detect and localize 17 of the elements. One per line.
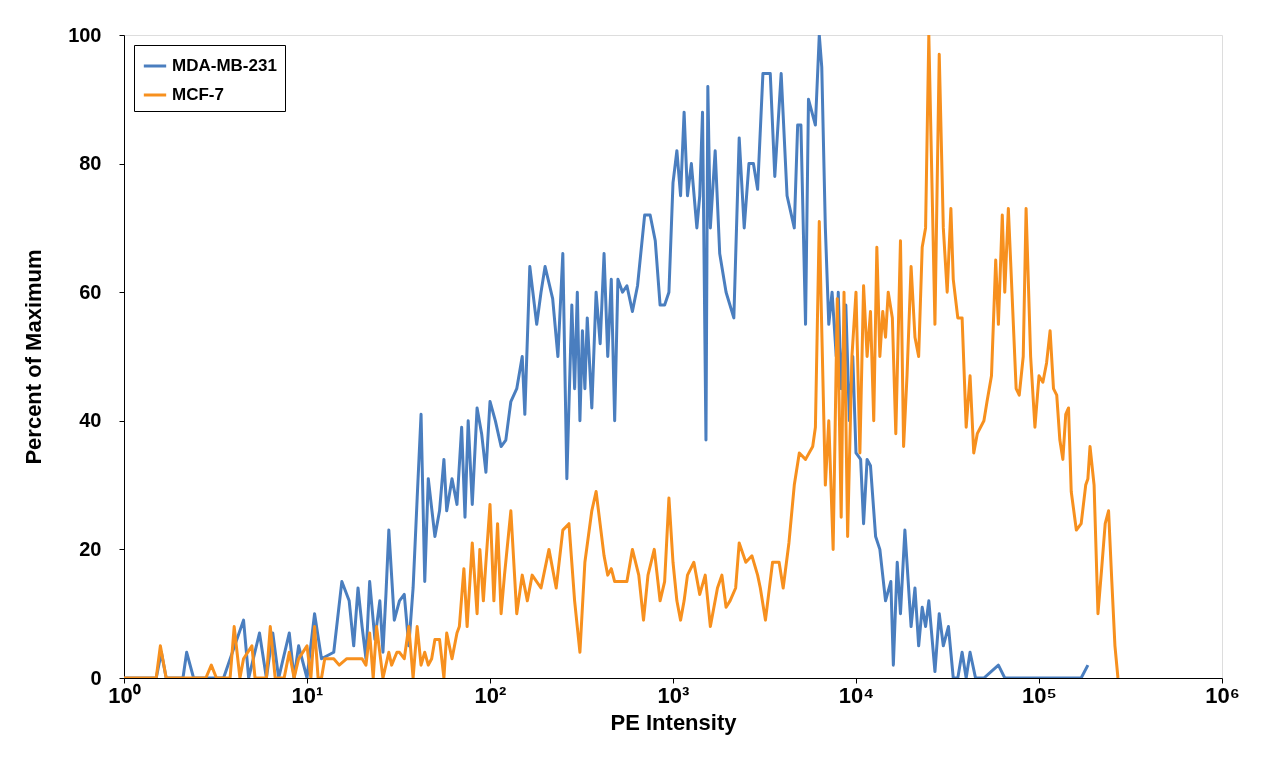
legend-label: MCF-7 [172, 85, 224, 104]
x-tick-label: 10² [474, 682, 507, 708]
y-tick-label: 20 [79, 537, 102, 560]
x-tick-label: 10⁶ [1205, 682, 1240, 708]
x-tick-label: 10¹ [291, 682, 324, 708]
y-tick-label: 60 [79, 280, 102, 303]
x-axis-title: PE Intensity [610, 709, 738, 735]
y-tick-label: 40 [79, 409, 102, 432]
x-tick-label: 10⁵ [1022, 682, 1057, 708]
legend-label: MDA-MB-231 [172, 56, 277, 75]
x-tick-label: 10⁰ [108, 682, 141, 708]
x-tick-label: 10⁴ [838, 682, 875, 708]
y-axis-title: Percent of Maximum [21, 249, 47, 465]
x-tick-label: 10³ [657, 682, 690, 708]
y-tick-label: 80 [79, 152, 102, 175]
y-tick-label: 0 [90, 666, 102, 689]
y-tick-label: 100 [68, 23, 102, 46]
